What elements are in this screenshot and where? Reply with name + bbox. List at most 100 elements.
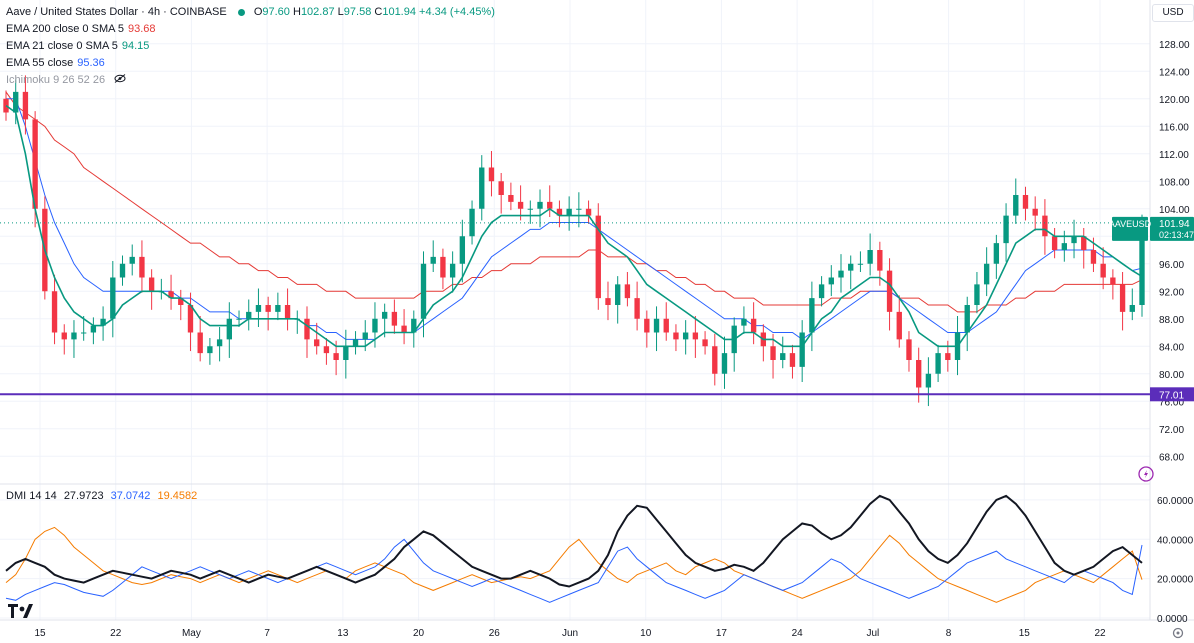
candle-body [644,318,650,333]
candle-body [983,263,990,285]
candle-body [129,256,135,264]
candle-body [323,346,330,354]
price-tick-label: 68.00 [1159,452,1184,463]
candle-body [401,325,407,333]
time-tick-label: 22 [110,628,122,639]
price-tick-label: 104.00 [1159,205,1190,216]
candle-body [110,277,116,319]
candle-body [1042,215,1048,237]
candle-body [488,167,495,182]
candle-body [1071,236,1077,244]
candle-body [838,270,844,278]
candle-body [265,305,271,312]
candle-body [886,270,893,312]
ema200-line [5,91,1143,313]
candle-body [352,339,359,347]
candle-body [993,243,1000,264]
candle-body [809,298,815,333]
candle-body [100,318,106,326]
candle-body [1051,236,1058,250]
candle-body [663,318,669,333]
price-tick-label: 124.00 [1159,67,1190,78]
dmi-axis[interactable]: 60.0000 40.0000 20.0000 0.0000 [1157,496,1194,625]
candle-body [595,215,601,299]
candle-body [770,346,776,360]
alert-lightning-icon[interactable] [1138,466,1154,482]
current-price-text: 101.94 [1159,219,1190,230]
candle-body [411,318,417,333]
candle-body [226,318,232,340]
candle-body [139,256,145,278]
candle-body [828,277,834,285]
currency-button[interactable]: USD [1152,4,1194,22]
price-tick-label: 112.00 [1159,150,1189,161]
candle-body [1003,215,1009,244]
candle-body [906,339,912,360]
candle-body [61,332,67,340]
candle-body [556,208,563,216]
candle-body [333,353,339,360]
candle-body [197,332,203,354]
time-axis[interactable]: 15 22 May 7 13 20 26 Jun 10 17 24 Jul 8 15 22 [34,628,1106,639]
candle-body [1100,263,1106,278]
candle-body [576,208,582,210]
countdown-text: 02:13:47 [1159,230,1194,240]
candle-body [916,360,922,388]
minus-di-path [5,526,1143,603]
ema21-path [5,104,1143,348]
candle-body [32,119,38,209]
time-tick-label: 15 [1019,628,1031,639]
candle-body [1139,222,1145,305]
tradingview-logo[interactable] [8,604,33,618]
time-tick-label: 8 [946,628,952,639]
candle-body [1013,195,1019,216]
candle-body [314,339,320,347]
candle-body [702,339,708,347]
candle-body [673,332,679,340]
gear-icon[interactable] [1172,627,1184,639]
dmi-tick-label: 20.0000 [1157,575,1194,586]
ema55-path [6,98,1143,341]
adx-path [5,494,1143,588]
candle-body [1090,250,1097,264]
candle-body [449,263,456,278]
candle-body [148,277,155,292]
candle-body [634,298,640,319]
candle-body [71,332,77,340]
candle-body [236,318,242,320]
candle-body [935,353,941,374]
support-tag-bg [1150,387,1194,402]
candle-body [537,201,543,209]
candle-body [848,263,854,271]
price-tick-label: 108.00 [1159,177,1190,188]
candlestick-series[interactable] [3,75,1145,407]
candle-body [246,311,252,319]
candle-body [1110,277,1116,285]
candle-body [1022,195,1029,209]
candle-body [896,311,902,340]
candle-body [13,91,19,113]
candle-body [1081,236,1087,250]
candle-body [624,284,631,299]
candle-body [1129,305,1135,312]
candle-body [974,284,980,305]
candle-body [51,291,58,333]
candle-body [721,353,728,374]
candle-body [508,195,514,202]
candle-body [867,250,873,264]
candle-body [391,311,398,326]
dmi-tick-label: 40.0000 [1157,535,1194,546]
candle-body [479,167,485,209]
candle-body [585,208,592,216]
candle-body [925,373,932,388]
time-tick-label: 17 [716,628,728,639]
price-tick-label: 84.00 [1159,342,1184,353]
candle-body [682,332,689,340]
time-tick-label: Jun [562,628,578,639]
time-tick-label: 20 [413,628,425,639]
candle-body [381,311,388,319]
candle-body [857,263,864,265]
candle-body [284,305,291,319]
